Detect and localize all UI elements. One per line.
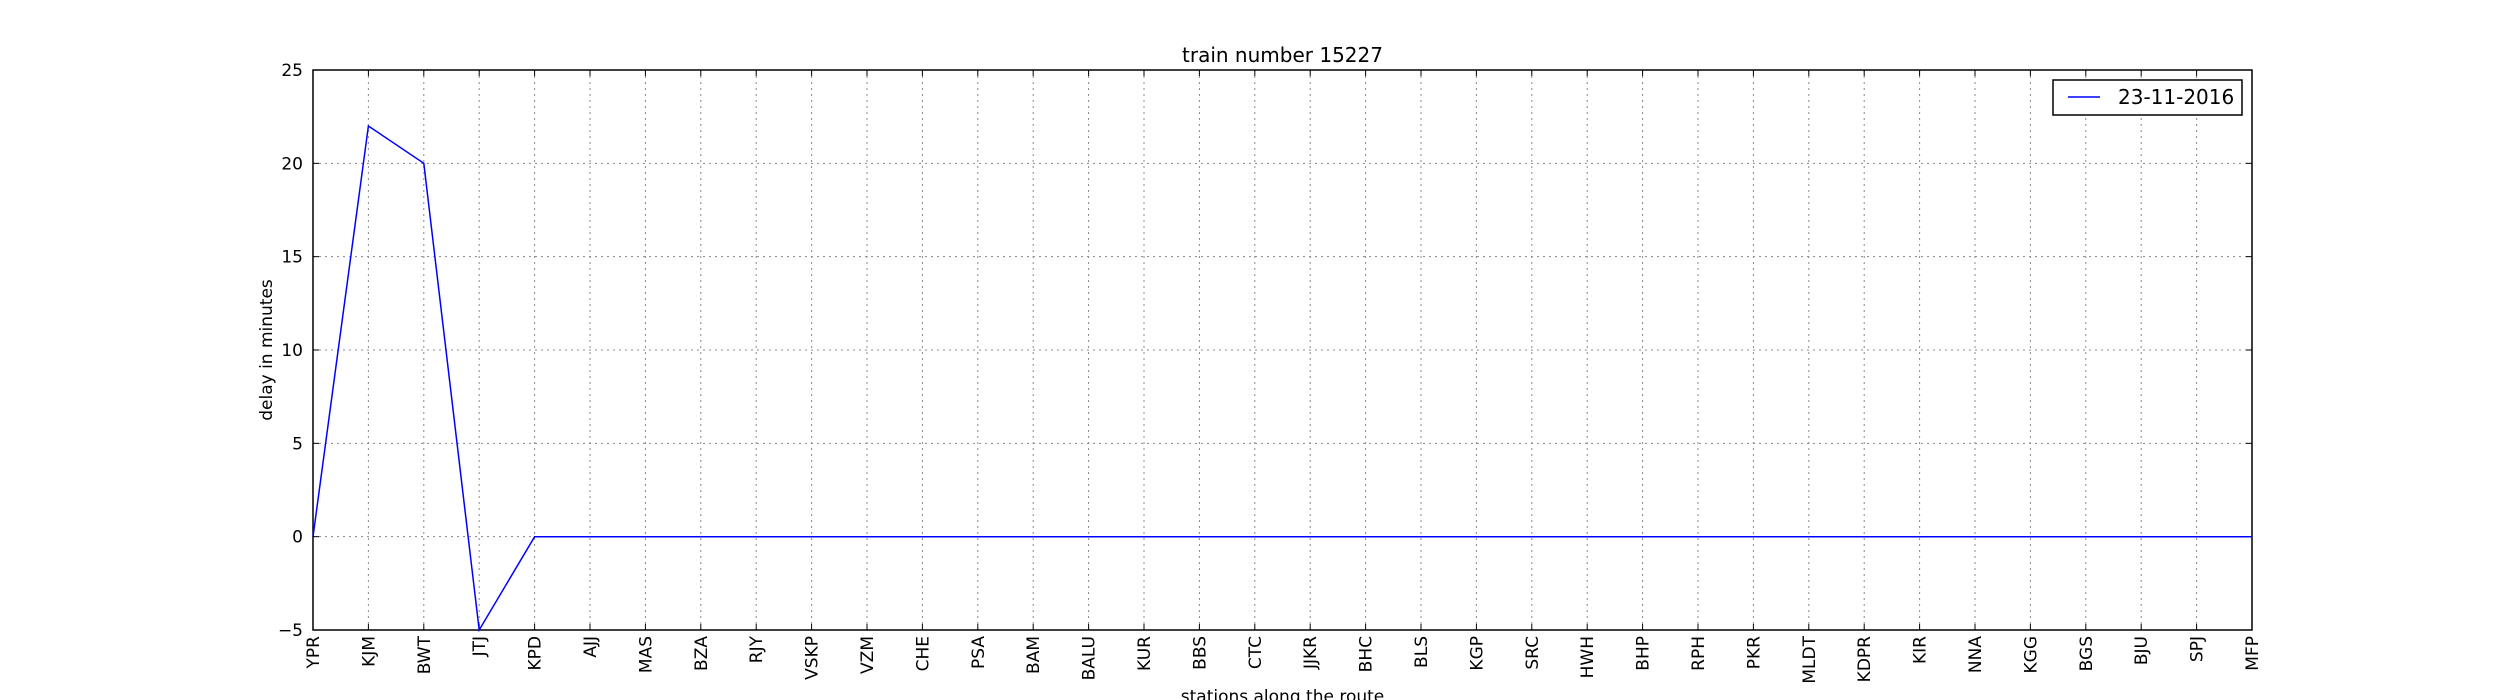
grid — [313, 70, 2252, 630]
y-tick-label: 15 — [281, 248, 303, 268]
x-tick-label: KIR — [1911, 636, 1931, 664]
y-tick-label: −5 — [278, 621, 303, 641]
legend: 23-11-2016 — [2052, 79, 2243, 116]
x-tick-label: NNA — [1966, 636, 1986, 673]
y-tick-label: 0 — [292, 528, 303, 548]
legend-label: 23-11-2016 — [2118, 85, 2234, 109]
x-tick-label: YPR — [304, 636, 324, 670]
x-tick-label: KGP — [1467, 636, 1487, 671]
y-tick-label: 25 — [281, 61, 303, 81]
x-tick-label: VSKP — [803, 636, 823, 680]
x-axis-label: stations along the route — [1181, 687, 1385, 700]
x-tick-label: CHE — [913, 636, 933, 671]
x-tick-label: PSA — [969, 636, 989, 669]
x-tick-label: BJU — [2132, 636, 2152, 665]
series-line — [312, 124, 2252, 633]
chart-title: train number 15227 — [1182, 43, 1383, 67]
y-axis-label: delay in minutes — [257, 279, 277, 421]
x-tick-label: KJM — [359, 636, 379, 667]
x-tick-label: KDPR — [1855, 636, 1875, 682]
x-tick-label: BALU — [1080, 636, 1100, 680]
x-tick-label: BBS — [1190, 636, 1210, 670]
x-tick-label: RJY — [747, 635, 767, 663]
x-tick-label: BZA — [692, 636, 712, 671]
y-tick-label: 10 — [281, 341, 303, 361]
x-tick-label: AJJ — [581, 636, 601, 658]
y-axis: −5 0 5 10 15 20 25 — [278, 61, 2252, 641]
x-tick-label: BHP — [1634, 636, 1654, 671]
x-tick-label: VZM — [858, 636, 878, 674]
x-tick-label: MAS — [636, 636, 656, 673]
x-tick-label: BLS — [1412, 636, 1432, 668]
x-tick-label: SPJ — [2188, 636, 2208, 662]
x-tick-label: KGG — [2021, 636, 2041, 674]
x-tick-label: BWT — [415, 635, 435, 674]
x-tick-label: BHC — [1357, 636, 1377, 672]
x-tick-label: BAM — [1024, 636, 1044, 674]
x-tick-label: JJKR — [1301, 636, 1321, 670]
x-tick-label: CTC — [1246, 636, 1266, 669]
x-tick-label: HWH — [1578, 636, 1598, 678]
y-tick-label: 5 — [292, 434, 303, 454]
plot-area — [312, 69, 2253, 631]
x-tick-label: RPH — [1689, 636, 1709, 671]
x-tick-label: KPD — [526, 636, 546, 671]
x-axis: YPR KJM BWT JTJ KPD AJJ MAS BZA RJY VSKP VZM CHE PSA… — [304, 70, 2263, 684]
x-tick-label: MFP — [2243, 636, 2263, 671]
x-tick-label: KUR — [1135, 636, 1155, 671]
x-tick-label: MLDT — [1800, 635, 1820, 683]
x-tick-label: JTJ — [470, 636, 490, 657]
y-tick-label: 20 — [281, 154, 303, 174]
x-tick-label: BGS — [2077, 636, 2097, 671]
x-tick-label: SRC — [1523, 636, 1543, 670]
x-tick-label: PKR — [1744, 636, 1764, 669]
